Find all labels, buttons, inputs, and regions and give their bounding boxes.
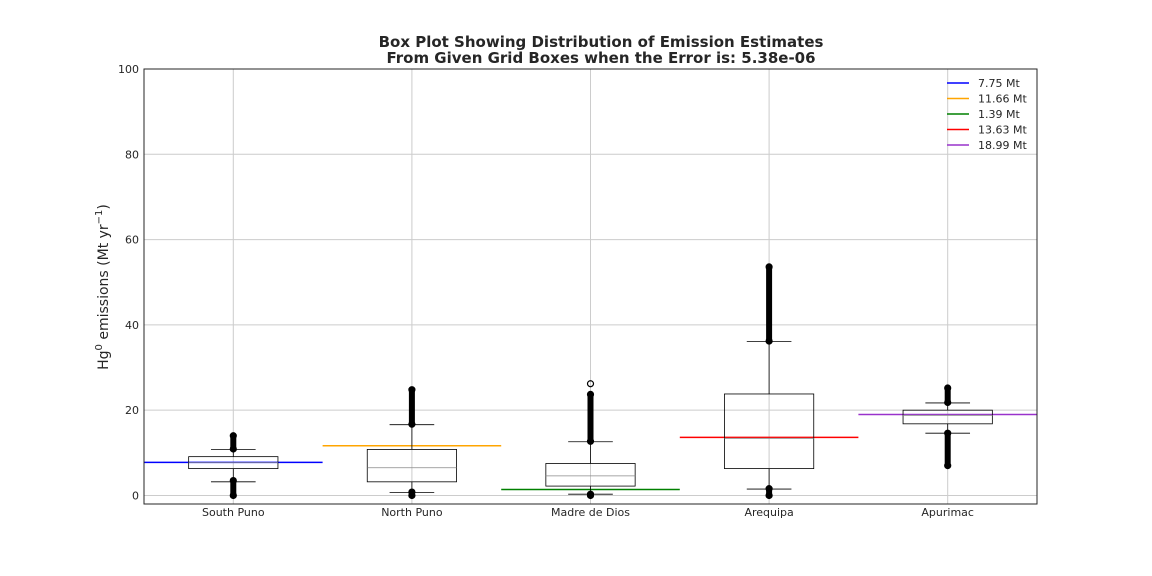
y-tick-label: 60 (125, 234, 139, 247)
outlier-point (408, 386, 416, 394)
box-group (366, 386, 457, 500)
box-group (902, 384, 993, 470)
outlier-point (765, 491, 773, 500)
outlier-point (765, 263, 773, 271)
x-tick-label: South Puno (202, 506, 265, 519)
outlier-point (944, 462, 952, 470)
box-iqr (724, 393, 815, 470)
legend-label: 1.39 Mt (978, 108, 1020, 121)
box-iqr (366, 449, 457, 483)
box-group (188, 432, 279, 500)
legend-label: 18.99 Mt (978, 139, 1027, 152)
legend-item: 18.99 Mt (947, 139, 1027, 152)
legend: 7.75 Mt 11.66 Mt 1.39 Mt 13.63 Mt 18.99 Mt (947, 77, 1027, 152)
legend-item: 13.63 Mt (947, 124, 1027, 137)
y-tick-labels: 0 20 40 60 80 100 (118, 63, 139, 502)
outlier-point (586, 390, 595, 398)
y-tick-label: 40 (125, 319, 139, 332)
y-tick-label: 100 (118, 63, 139, 76)
legend-label: 11.66 Mt (978, 93, 1027, 106)
y-label-sup2: −1 (94, 210, 105, 225)
legend-item: 11.66 Mt (947, 93, 1027, 106)
y-tick-label: 20 (125, 404, 139, 417)
x-tick-label: Apurimac (921, 506, 974, 519)
chart-title-line-1: Box Plot Showing Distribution of Emissio… (379, 33, 824, 51)
chart-title-line-2: From Given Grid Boxes when the Error is:… (386, 49, 815, 67)
legend-label: 13.63 Mt (978, 124, 1027, 137)
plot-frame (143, 68, 1038, 505)
legend-label: 7.75 Mt (978, 77, 1020, 90)
outlier-point (229, 491, 237, 500)
legend-item: 1.39 Mt (947, 108, 1020, 121)
x-tick-label: Madre de Dios (551, 506, 630, 519)
y-axis-label: Hg0 emissions (Mt yr−1) (94, 204, 112, 370)
box-iqr (902, 409, 993, 425)
outlier-point (229, 432, 237, 440)
x-tick-label: Arequipa (744, 506, 793, 519)
outlier-point (586, 380, 595, 388)
box-group (545, 380, 636, 500)
boxes (188, 263, 993, 500)
x-tick-label: North Puno (381, 506, 443, 519)
legend-item: 7.75 Mt (947, 77, 1020, 90)
y-tick-label: 0 (132, 489, 139, 502)
x-tick-labels: South Puno North Puno Madre de Dios Arequip… (202, 506, 974, 519)
y-label-sup1: 0 (94, 344, 105, 350)
box-iqr (545, 463, 636, 487)
y-label-mid: emissions (Mt yr (96, 224, 112, 344)
y-tick-label: 80 (125, 148, 139, 161)
outlier-point (944, 384, 952, 392)
y-label-end: ) (96, 204, 112, 209)
y-label-base: Hg (96, 350, 112, 369)
box-group (724, 263, 815, 500)
